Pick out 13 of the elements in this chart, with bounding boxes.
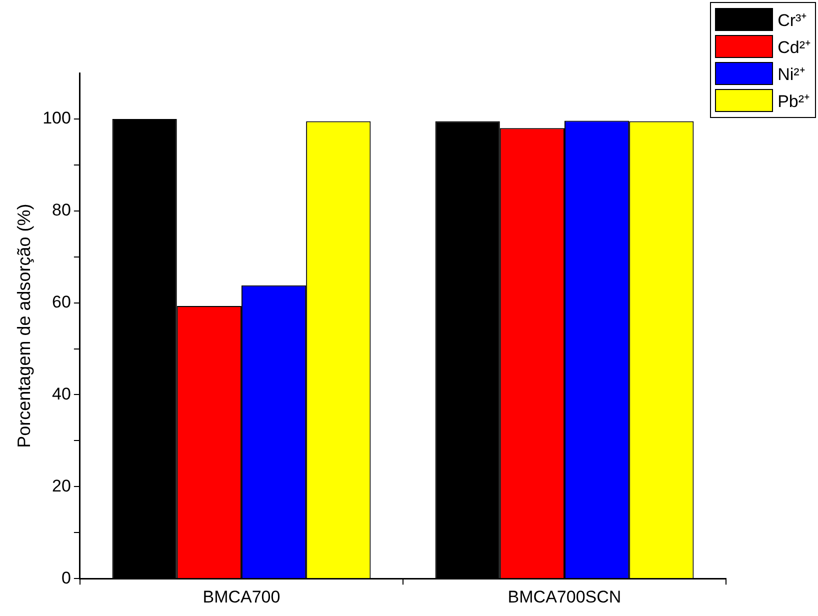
y-tick-label: 60 [52,292,71,312]
legend-label: Pb²⁺ [778,91,810,112]
y-axis-title: Porcentagem de adsorção (%) [14,204,34,448]
y-tick-label: 40 [52,384,71,404]
y-tick-label: 100 [42,108,71,128]
legend-label: Cr³⁺ [778,10,808,31]
legend-label: Cd²⁺ [778,37,811,58]
x-tick-label: BMCA700 [202,587,280,606]
y-tick-label: 20 [52,476,71,496]
x-tick-label: BMCA700SCN [508,587,622,606]
legend-label: Ni²⁺ [778,64,806,85]
y-tick-label: 0 [61,568,71,588]
y-tick-label: 80 [52,200,71,220]
